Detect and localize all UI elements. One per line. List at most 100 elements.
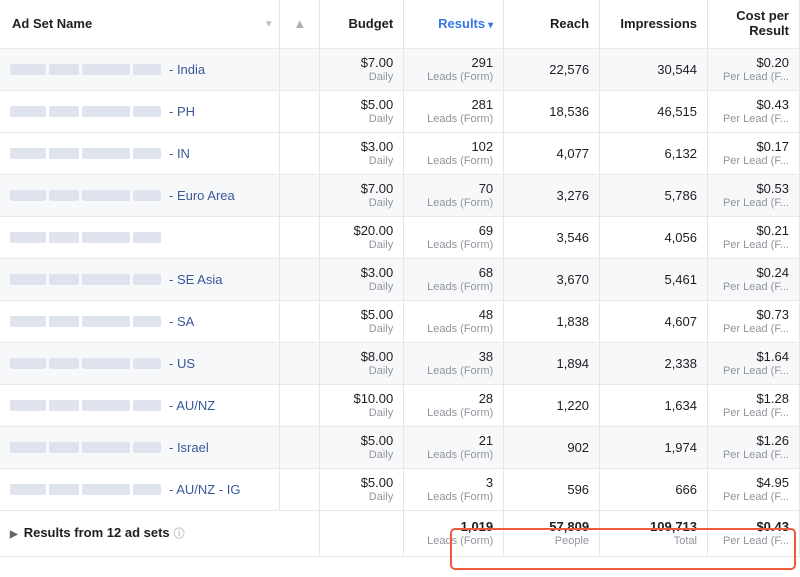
table-row[interactable]: $20.00Daily69Leads (Form)3,5464,056$0.21… [0,216,800,258]
adset-link[interactable]: - AU/NZ - IG [169,482,241,497]
warning-cell [280,342,320,384]
impressions-cell: 30,544 [600,48,708,90]
table-row[interactable]: - India $7.00Daily291Leads (Form)22,57630… [0,48,800,90]
sort-down-icon: ▾ [488,20,493,31]
redacted-name [10,232,161,243]
reach-cell: 18,536 [504,90,600,132]
adset-link[interactable]: - India [169,62,205,77]
impressions-cell: 5,461 [600,258,708,300]
adset-link[interactable]: - US [169,356,195,371]
col-header-warning[interactable]: ▲ [280,0,320,48]
redacted-name [10,442,161,453]
results-cell: 48Leads (Form) [404,300,504,342]
warning-cell [280,48,320,90]
col-header-label: Reach [550,16,589,31]
table-row[interactable]: - AU/NZ$10.00Daily28Leads (Form)1,2201,6… [0,384,800,426]
reach-cell: 3,670 [504,258,600,300]
results-cell: 21Leads (Form) [404,426,504,468]
redacted-name [10,64,161,75]
table-row[interactable]: - IN $3.00Daily102Leads (Form)4,0776,132$… [0,132,800,174]
col-header-label: Ad Set Name [12,16,92,31]
info-icon[interactable]: ⓘ [174,528,185,540]
results-cell: 68Leads (Form) [404,258,504,300]
col-header-cost[interactable]: Cost per Result [708,0,800,48]
reach-cell: 902 [504,426,600,468]
reach-cell: 4,077 [504,132,600,174]
cost-cell: $1.26Per Lead (F... [708,426,800,468]
expand-caret-icon[interactable]: ▶ [10,529,18,540]
summary-row[interactable]: ▶ Results from 12 ad sets ⓘ 1,019Leads (For… [0,510,800,556]
warning-cell [280,426,320,468]
cost-cell: $0.20Per Lead (F... [708,48,800,90]
cost-cell: $0.21Per Lead (F... [708,216,800,258]
reach-cell: 596 [504,468,600,510]
budget-cell: $8.00Daily [320,342,404,384]
col-header-label: Impressions [620,16,697,31]
warning-cell [280,258,320,300]
col-header-adset-name[interactable]: Ad Set Name ▾ [0,0,280,48]
warning-cell [280,174,320,216]
cost-cell: $0.17Per Lead (F... [708,132,800,174]
table-row[interactable]: - Euro Area$7.00Daily70Leads (Form)3,276… [0,174,800,216]
cost-cell: $0.53Per Lead (F... [708,174,800,216]
warning-cell [280,90,320,132]
budget-cell: $5.00Daily [320,468,404,510]
impressions-cell: 4,607 [600,300,708,342]
redacted-name [10,106,161,117]
budget-cell: $5.00Daily [320,90,404,132]
table-row[interactable]: - AU/NZ - IG $5.00Daily3Leads (Form)59666… [0,468,800,510]
adset-link[interactable]: - PH [169,104,195,119]
ad-sets-table: Ad Set Name ▾ ▲ Budget Results▾ Reach Im… [0,0,800,557]
sort-handle-icon[interactable]: ▾ [266,18,271,29]
adset-link[interactable]: - SE Asia [169,272,222,287]
summary-label: Results from 12 ad sets [24,525,170,540]
adset-link[interactable]: - SA [169,314,194,329]
cost-cell: $4.95Per Lead (F... [708,468,800,510]
adset-link[interactable]: - AU/NZ [169,398,215,413]
col-header-budget[interactable]: Budget [320,0,404,48]
warning-cell [280,216,320,258]
adset-link[interactable]: - Euro Area [169,188,235,203]
cost-cell: $1.28Per Lead (F... [708,384,800,426]
impressions-cell: 5,786 [600,174,708,216]
summary-reach-cell: 57,809People [504,510,600,556]
budget-cell: $7.00Daily [320,48,404,90]
warning-cell [280,384,320,426]
table-row[interactable]: - Israel$5.00Daily21Leads (Form)9021,974… [0,426,800,468]
redacted-name [10,274,161,285]
results-cell: 102Leads (Form) [404,132,504,174]
redacted-name [10,190,161,201]
results-cell: 281Leads (Form) [404,90,504,132]
col-header-reach[interactable]: Reach [504,0,600,48]
col-header-label: Cost per Result [718,9,789,39]
impressions-cell: 666 [600,468,708,510]
col-header-label: Budget [348,16,393,31]
impressions-cell: 6,132 [600,132,708,174]
warning-cell [280,300,320,342]
reach-cell: 1,220 [504,384,600,426]
reach-cell: 3,546 [504,216,600,258]
col-header-impressions[interactable]: Impressions [600,0,708,48]
redacted-name [10,400,161,411]
summary-impressions-cell: 109,713Total [600,510,708,556]
results-cell: 291Leads (Form) [404,48,504,90]
table-row[interactable]: - SE Asia$3.00Daily68Leads (Form)3,6705,… [0,258,800,300]
adset-link[interactable]: - IN [169,146,190,161]
table-row[interactable]: - US$8.00Daily38Leads (Form)1,8942,338$1… [0,342,800,384]
redacted-name [10,358,161,369]
table-row[interactable]: - PH $5.00Daily281Leads (Form)18,53646,51… [0,90,800,132]
budget-cell: $10.00Daily [320,384,404,426]
summary-cost-cell: $0.43Per Lead (F... [708,510,800,556]
table-row[interactable]: - SA$5.00Daily48Leads (Form)1,8384,607$0… [0,300,800,342]
impressions-cell: 46,515 [600,90,708,132]
table-header-row: Ad Set Name ▾ ▲ Budget Results▾ Reach Im… [0,0,800,48]
results-cell: 38Leads (Form) [404,342,504,384]
results-cell: 3Leads (Form) [404,468,504,510]
reach-cell: 22,576 [504,48,600,90]
budget-cell: $7.00Daily [320,174,404,216]
col-header-results[interactable]: Results▾ [404,0,504,48]
summary-results-cell: 1,019Leads (Form) [404,510,504,556]
redacted-name [10,148,161,159]
adset-link[interactable]: - Israel [169,440,209,455]
budget-cell: $3.00Daily [320,132,404,174]
